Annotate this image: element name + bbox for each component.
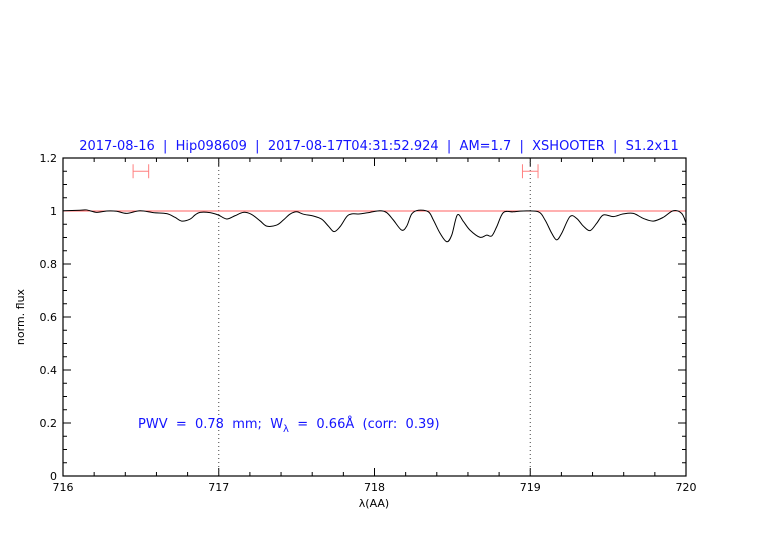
x-tick-label: 716 [53,481,74,494]
x-tick-label: 718 [364,481,385,494]
annotation-suffix: = 0.66Å (corr: 0.39) [289,416,440,432]
chart-title: 2017-08-16 | Hip098609 | 2017-08-17T04:3… [79,139,679,154]
range-error-bar [521,164,539,179]
y-tick-label: 0.6 [40,311,58,324]
x-tick-label: 717 [208,481,229,494]
y-tick-label: 0.2 [40,417,58,430]
range-error-bar [132,164,150,179]
x-tick-label: 720 [676,481,697,494]
x-tick-label: 719 [520,481,541,494]
y-tick-label: 1 [50,205,57,218]
annotation-subscript: λ [283,424,289,435]
x-axis-label: λ(AA) [359,497,389,510]
annotation-prefix: PWV = 0.78 mm; W [138,417,283,432]
spectrum-line [62,209,687,243]
y-tick-label: 0 [50,470,57,483]
y-tick-label: 0.8 [40,258,58,271]
y-axis-label: norm. flux [14,288,27,345]
y-tick-label: 1.2 [40,152,58,165]
y-tick-label: 0.4 [40,364,58,377]
plot-frame [62,157,687,477]
pwv-annotation: PWV = 0.78 mm; Wλ = 0.66Å (corr: 0.39) [138,416,440,435]
